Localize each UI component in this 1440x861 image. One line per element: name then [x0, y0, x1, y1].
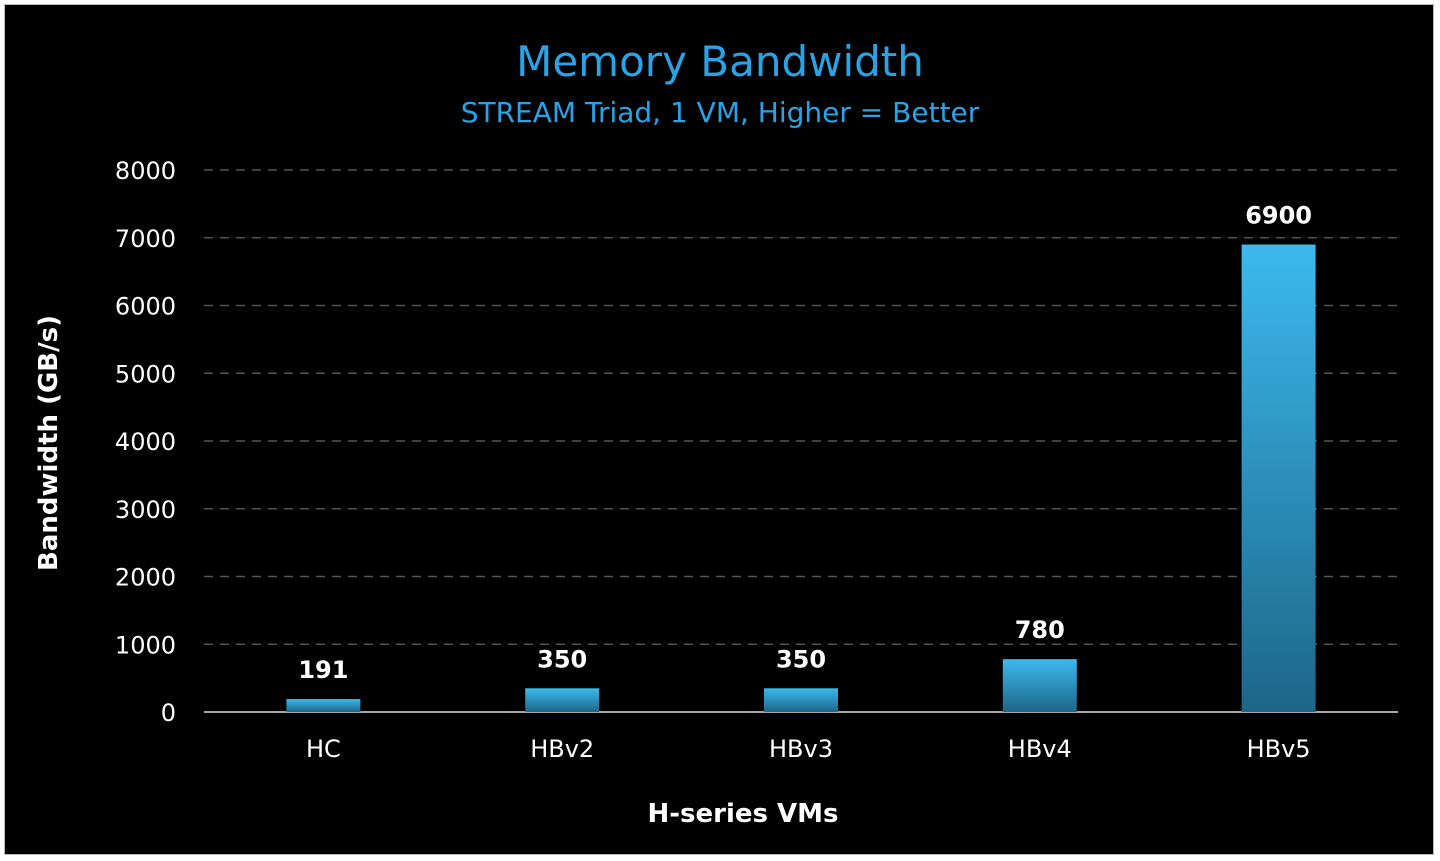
x-tick-label: HBv4 [1008, 735, 1072, 763]
y-tick-label: 0 [161, 699, 176, 727]
y-tick-label: 7000 [115, 225, 176, 253]
data-label: 191 [298, 656, 348, 684]
x-tick-label: HBv5 [1247, 735, 1311, 763]
y-tick-label: 8000 [115, 157, 176, 185]
bar-hbv2 [525, 688, 600, 712]
x-tick-label: HC [306, 735, 341, 763]
y-tick-label: 5000 [115, 360, 176, 388]
bar-hc [286, 699, 361, 712]
y-tick-label: 3000 [115, 496, 176, 524]
bar-hbv5 [1241, 244, 1316, 712]
y-tick-label: 6000 [115, 293, 176, 321]
data-label: 350 [776, 645, 826, 673]
chart-subtitle: STREAM Triad, 1 VM, Higher = Better [461, 96, 980, 129]
y-tick-label: 4000 [115, 428, 176, 456]
x-tick-label: HBv3 [769, 735, 833, 763]
chart-frame [4, 4, 1434, 855]
y-tick-label: 2000 [115, 564, 176, 592]
bar-hbv3 [764, 688, 838, 712]
y-axis-label: Bandwidth (GB/s) [34, 315, 64, 571]
data-label: 6900 [1245, 202, 1312, 230]
data-label: 350 [537, 645, 587, 673]
x-tick-label: HBv2 [530, 735, 594, 763]
chart-title: Memory Bandwidth [516, 37, 924, 86]
y-tick-label: 1000 [115, 631, 176, 659]
x-axis-label: H-series VMs [647, 799, 838, 829]
data-label: 780 [1015, 616, 1065, 644]
bar-hbv4 [1002, 659, 1077, 712]
